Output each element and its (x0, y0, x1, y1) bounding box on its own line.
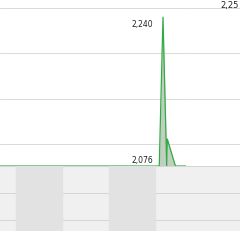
Text: 2,240: 2,240 (132, 20, 153, 29)
Text: Okt: Okt (102, 173, 115, 182)
Text: Jul: Jul (58, 173, 67, 182)
Text: 2,076: 2,076 (132, 155, 153, 164)
Bar (109, 166, 155, 231)
Bar (16, 166, 62, 231)
Text: 2,25: 2,25 (220, 1, 239, 10)
Text: Apr: Apr (9, 173, 23, 182)
Text: Jan: Jan (149, 173, 161, 182)
